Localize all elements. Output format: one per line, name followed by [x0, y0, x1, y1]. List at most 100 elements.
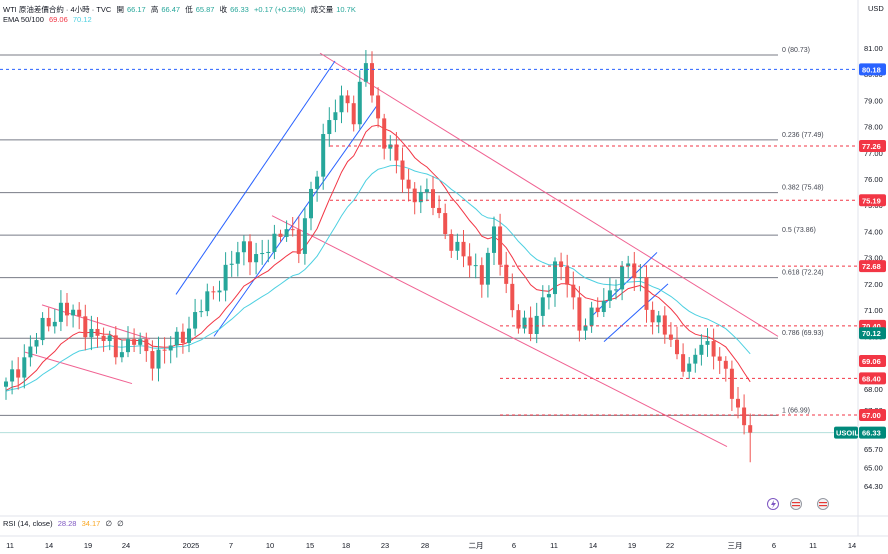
- candle-body: [632, 263, 637, 279]
- time-tick-label: 二月: [469, 541, 484, 550]
- price-tag-label: 68.40: [862, 374, 881, 383]
- channel-line[interactable]: [175, 60, 336, 295]
- time-tick-label: 14: [45, 541, 53, 550]
- price-tag-label: 70.12: [862, 329, 881, 338]
- channel-line[interactable]: [603, 283, 669, 342]
- symbol-tag-label: USOIL: [836, 429, 859, 438]
- price-tick-label: 64.30: [864, 482, 883, 491]
- candle-body: [199, 311, 204, 313]
- candle-body: [473, 265, 478, 267]
- time-tick-label: 24: [122, 541, 130, 550]
- candle-body: [138, 339, 143, 345]
- candle-body: [284, 229, 289, 237]
- candle-body: [217, 290, 222, 293]
- candle-body: [668, 334, 673, 340]
- candle-body: [83, 316, 88, 338]
- candle-body: [315, 176, 320, 189]
- currency-label: USD: [868, 4, 884, 13]
- candle-body: [107, 335, 112, 342]
- time-tick-label: 22: [666, 541, 674, 550]
- candle-body: [248, 241, 252, 263]
- symbol-title[interactable]: WTI 原油差價合約 · 4小時 · TVC: [3, 5, 112, 14]
- price-tag-label: 72.68: [862, 262, 881, 271]
- candle-body: [449, 234, 454, 251]
- candle-body: [357, 81, 362, 125]
- high-value: 66.47: [161, 5, 181, 14]
- candlesticks: [4, 50, 753, 463]
- candle-body: [211, 291, 216, 293]
- candle-body: [546, 294, 551, 298]
- us-flag-icon[interactable]: [817, 498, 829, 510]
- candle-body: [620, 266, 625, 290]
- candle-body: [71, 309, 76, 316]
- candle-body: [278, 233, 283, 237]
- candle-body: [729, 368, 734, 399]
- candle-body: [58, 302, 63, 322]
- price-tick-label: 78.00: [864, 123, 883, 132]
- event-markers[interactable]: [767, 498, 829, 510]
- trend-channels[interactable]: [24, 52, 779, 447]
- us-flag-icon[interactable]: [790, 498, 802, 510]
- candle-body: [437, 207, 442, 214]
- candle-body: [205, 291, 210, 312]
- candle-body: [302, 218, 307, 254]
- chart-header: WTI 原油差價合約 · 4小時 · TVC 開 66.17 高 66.47 低 65…: [3, 4, 359, 15]
- candle-body: [229, 263, 234, 265]
- time-tick-label: 28: [421, 541, 429, 550]
- rsi-legend[interactable]: RSI (14, close) 28.28 34.17 ∅ ∅: [3, 519, 127, 528]
- horizontal-lines[interactable]: [0, 68, 858, 416]
- price-tick-label: 72.00: [864, 280, 883, 289]
- time-tick-label: 19: [84, 541, 92, 550]
- candle-body: [235, 252, 240, 264]
- candle-body: [174, 331, 179, 346]
- candle-body: [504, 264, 509, 284]
- candle-body: [363, 63, 368, 82]
- candle-body: [4, 381, 8, 387]
- channel-line[interactable]: [24, 351, 133, 385]
- candle-body: [400, 160, 405, 180]
- channel-line[interactable]: [271, 215, 728, 447]
- fib-level-label: 0.786 (69.93): [782, 330, 824, 337]
- candle-body: [492, 226, 496, 253]
- candle-body: [559, 261, 564, 267]
- candle-body: [52, 321, 57, 327]
- candle-body: [272, 233, 277, 252]
- low-value: 65.87: [195, 5, 215, 14]
- candle-body: [327, 120, 332, 135]
- fibonacci-retracement[interactable]: 0 (80.73) 0.236 (77.49) 0.382 (75.48) 0.5 (…: [0, 47, 858, 434]
- us-flag-stripe: [819, 505, 827, 507]
- time-tick-label: 11: [550, 541, 558, 550]
- price-tag: [859, 327, 886, 340]
- price-tick-label: 65.00: [864, 464, 883, 473]
- close-value: 66.33: [230, 5, 249, 14]
- candle-body: [351, 103, 356, 125]
- ema50-value: 69.06: [48, 15, 68, 24]
- candle-body: [394, 144, 399, 161]
- channel-line[interactable]: [319, 52, 779, 337]
- open-value: 66.17: [126, 5, 146, 14]
- candle-body: [717, 356, 722, 361]
- current-price-tag: [859, 426, 886, 439]
- candle-body: [656, 315, 661, 323]
- time-tick-label: 14: [589, 541, 597, 550]
- price-tag: [859, 194, 886, 207]
- candle-body: [266, 251, 271, 254]
- symbol-tag: [834, 426, 858, 439]
- ema-legend[interactable]: EMA 50/100 69.06 70.12: [3, 15, 95, 24]
- candle-body: [113, 335, 118, 358]
- time-tick-label: 6: [512, 541, 516, 550]
- time-tick-label: 6: [772, 541, 776, 550]
- price-tick-label: 73.00: [864, 254, 883, 263]
- rsi-value-1: 28.28: [57, 519, 77, 528]
- time-axis[interactable]: 11 14 19 24 2025 7 10 15 18 23 28 二月 6 11 14 19 22 三月 6 11 1…: [6, 541, 856, 550]
- candle-body: [241, 241, 246, 253]
- fib-level-label: 1 (66.99): [782, 407, 810, 414]
- channel-line[interactable]: [213, 105, 378, 337]
- candle-body: [522, 317, 527, 329]
- fib-level-label: 0 (80.73): [782, 47, 810, 54]
- us-flag-stripe: [792, 502, 800, 504]
- candle-body: [370, 63, 374, 96]
- fib-level-label: 0.618 (72.24): [782, 270, 824, 277]
- candle-body: [388, 144, 393, 149]
